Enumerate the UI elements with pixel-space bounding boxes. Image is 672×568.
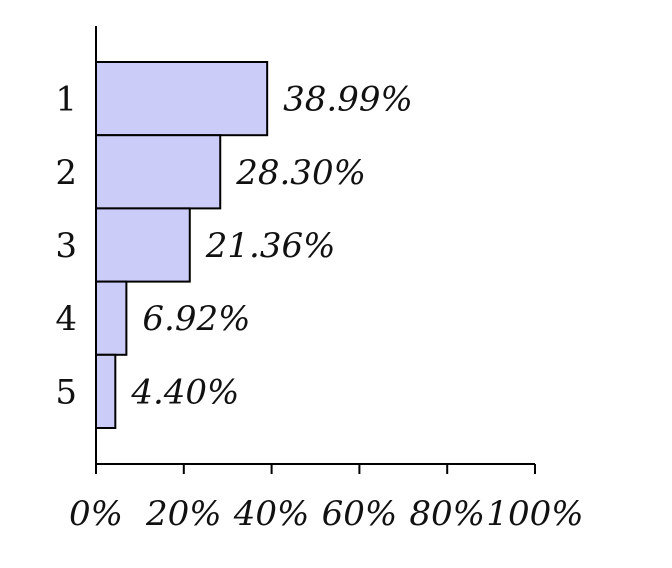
bar-3: [95, 207, 191, 283]
x-tick-label-4: 80%: [409, 494, 485, 534]
bar-1: [95, 61, 269, 137]
labels-layer: 1 38.99% 2 28.30% 3 21.36% 4 6.92% 5 4.40%: [55, 80, 412, 413]
category-label-5: 5: [55, 372, 77, 412]
value-label-3: 21.36%: [205, 226, 336, 266]
category-label-1: 1: [55, 80, 77, 120]
bars-layer: [95, 61, 269, 429]
x-tick-label-3: 60%: [322, 494, 398, 534]
bar-4: [95, 280, 128, 356]
bar-2: [95, 134, 222, 210]
x-tick-label-0: 0%: [69, 494, 123, 534]
category-label-2: 2: [55, 153, 77, 193]
x-tick-label-1: 20%: [145, 494, 222, 534]
category-label-4: 4: [55, 299, 77, 339]
value-label-1: 38.99%: [283, 80, 413, 120]
x-tick-label-2: 40%: [233, 494, 310, 534]
category-label-3: 3: [55, 226, 77, 266]
bar-5: [95, 353, 117, 429]
x-tick-label-5: 100%: [486, 494, 583, 534]
value-label-5: 4.40%: [130, 372, 239, 412]
value-label-4: 6.92%: [142, 299, 250, 339]
x-axis-ticks: 0% 20% 40% 60% 80% 100%: [69, 464, 584, 534]
value-label-2: 28.30%: [235, 153, 366, 193]
